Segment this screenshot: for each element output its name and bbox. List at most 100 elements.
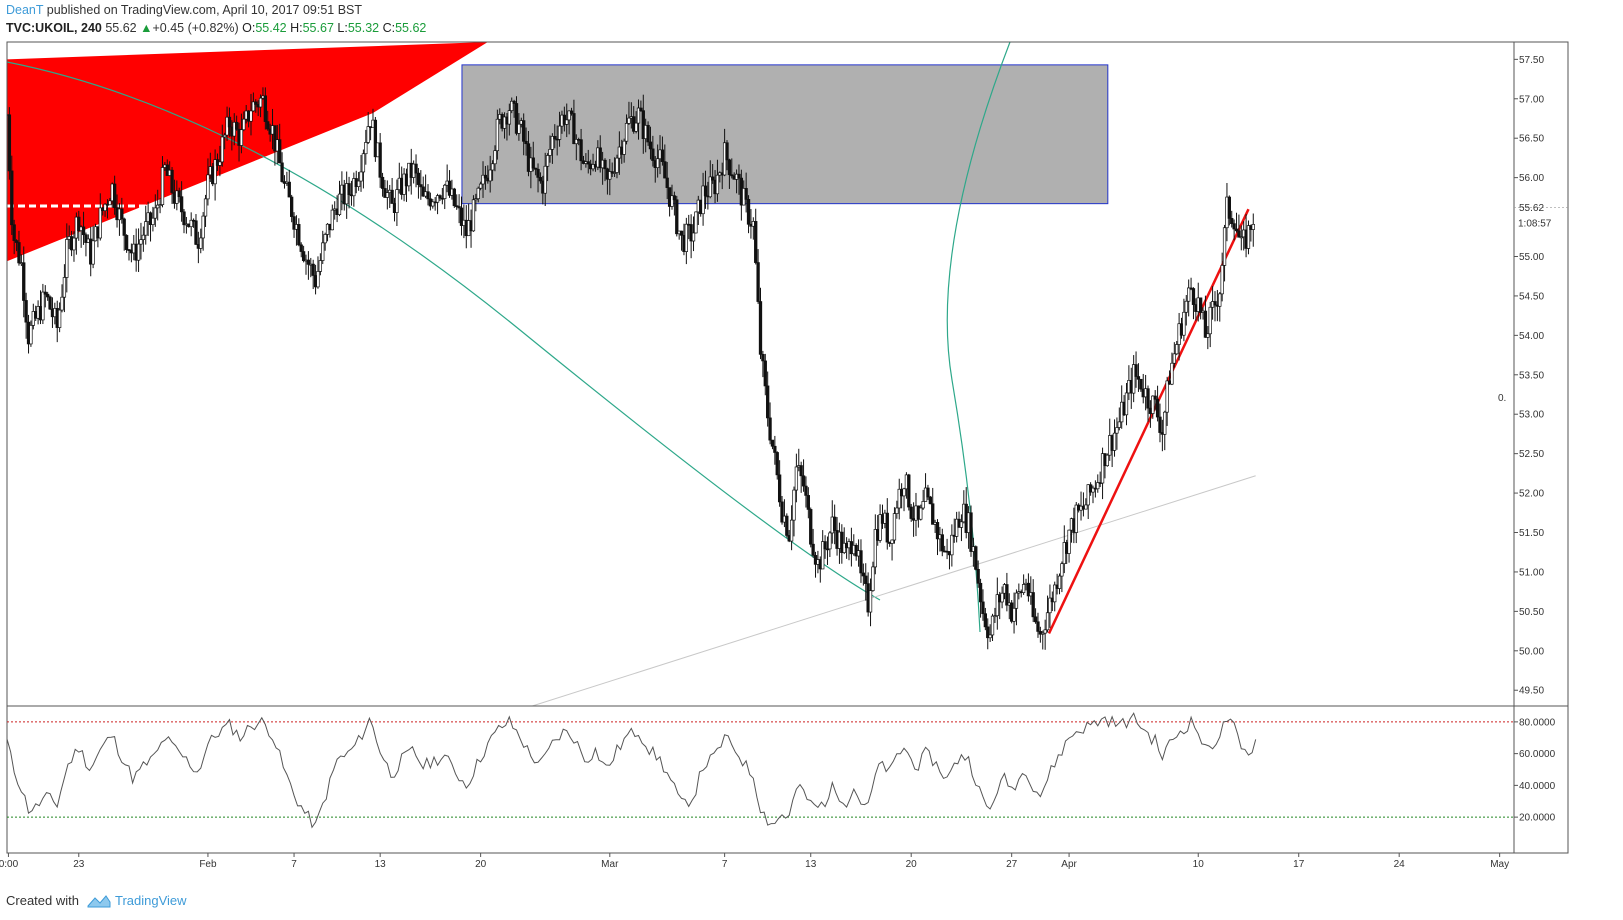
time-tick-label: May xyxy=(1490,859,1509,870)
candle-body xyxy=(603,159,607,170)
candle-body xyxy=(1230,218,1234,225)
price-tick-label: 57.00 xyxy=(1519,94,1544,105)
candle-body xyxy=(318,260,323,272)
candle-body xyxy=(531,157,535,169)
candle-body xyxy=(1021,584,1026,593)
last-price-label: 55.62 xyxy=(1519,203,1544,214)
candle-body xyxy=(62,277,67,298)
candle-body xyxy=(373,119,378,158)
candle-body xyxy=(1151,395,1155,414)
candle-body xyxy=(1239,236,1243,239)
candle-body xyxy=(120,208,124,220)
candle-body xyxy=(928,496,932,505)
tradingview-link[interactable]: TradingView xyxy=(114,893,187,908)
price-tick-label: 50.00 xyxy=(1519,646,1544,657)
candle-body xyxy=(574,139,578,145)
candle-body xyxy=(1184,300,1188,313)
candle-body xyxy=(22,262,26,301)
candle-body xyxy=(290,196,294,217)
candle-body xyxy=(711,176,715,181)
candle-body xyxy=(624,123,629,142)
rsi-line xyxy=(6,712,1257,829)
candle-body xyxy=(280,162,284,182)
published-text: published on TradingView.com, April 10, … xyxy=(43,3,363,17)
candle-body xyxy=(639,107,643,112)
rsi-tick-label: 60.0000 xyxy=(1519,749,1556,760)
candle-body xyxy=(811,543,815,556)
candle-body xyxy=(287,181,291,198)
candle-body xyxy=(1218,293,1222,307)
candle-body xyxy=(395,189,399,213)
candle-body xyxy=(646,124,650,143)
candle-body xyxy=(986,626,990,639)
candle-body xyxy=(553,136,557,140)
candle-body xyxy=(823,541,827,550)
time-tick-label: 17 xyxy=(1293,859,1305,870)
candle-body xyxy=(636,107,641,124)
candle-body xyxy=(471,199,476,232)
candle-body xyxy=(452,188,456,207)
time-tick-label: Feb xyxy=(199,859,217,870)
last-price: 55.62 xyxy=(105,21,137,35)
price-chart[interactable]: 0. 57.50 57.00 56.50 56.00 55.00 54.50 54.00 53.… xyxy=(0,0,1623,890)
candle-body xyxy=(730,174,734,177)
candle-body xyxy=(754,221,758,263)
candle-body xyxy=(725,142,729,161)
up-arrow-icon: ▲ xyxy=(140,21,153,35)
candle-body xyxy=(380,176,385,189)
candle-body xyxy=(273,125,277,152)
candle-body xyxy=(483,174,488,179)
candle-body xyxy=(514,103,519,134)
candle-body xyxy=(548,148,552,156)
candle-body xyxy=(799,465,803,477)
candle-body xyxy=(203,198,208,217)
candle-body xyxy=(57,309,62,328)
candle-body xyxy=(1000,592,1004,603)
candle-body xyxy=(292,216,296,230)
candle-body xyxy=(684,223,688,252)
candle-body xyxy=(770,439,775,447)
candle-body xyxy=(263,95,267,122)
candle-body xyxy=(136,243,141,261)
candle-body xyxy=(419,184,423,188)
candle-body xyxy=(175,190,179,204)
close-value: 55.62 xyxy=(395,21,427,35)
candle-body xyxy=(868,590,873,613)
price-tick-label: 52.00 xyxy=(1519,489,1544,500)
candle-body xyxy=(1234,228,1239,232)
candle-body xyxy=(223,134,227,138)
high-label: H: xyxy=(290,21,303,35)
rsi-tick-label: 40.0000 xyxy=(1519,781,1556,792)
low-value: 55.32 xyxy=(347,21,380,35)
candle-body xyxy=(543,165,547,194)
candle-body xyxy=(251,101,256,112)
candle-body xyxy=(91,240,95,265)
candle-body xyxy=(701,185,705,215)
candle-body xyxy=(112,183,117,208)
candle-body xyxy=(660,149,665,162)
price-tick-label: 55.00 xyxy=(1519,252,1544,263)
author-link[interactable]: DeanT xyxy=(6,3,44,17)
candle-body xyxy=(1084,504,1088,510)
candle-body xyxy=(1045,612,1050,631)
candle-body xyxy=(579,139,583,162)
candle-body xyxy=(902,488,906,497)
created-with-text: Created with xyxy=(6,893,79,908)
candle-body xyxy=(959,521,964,528)
candle-body xyxy=(1086,484,1090,506)
candle-body xyxy=(490,163,495,171)
candle-body xyxy=(641,110,645,140)
candle-body xyxy=(306,259,311,265)
candle-body xyxy=(775,452,779,476)
arc-trendline-left xyxy=(7,61,881,601)
candle-body xyxy=(1041,632,1045,635)
candle-body xyxy=(768,417,772,441)
candle-body xyxy=(1005,584,1009,606)
candle-body xyxy=(488,169,492,182)
candle-body xyxy=(873,529,877,568)
candle-body xyxy=(871,566,875,591)
countdown-label: 1:08:57 xyxy=(1518,219,1552,230)
candle-body xyxy=(144,221,148,236)
candle-body xyxy=(254,101,258,105)
candle-body xyxy=(1220,265,1224,295)
